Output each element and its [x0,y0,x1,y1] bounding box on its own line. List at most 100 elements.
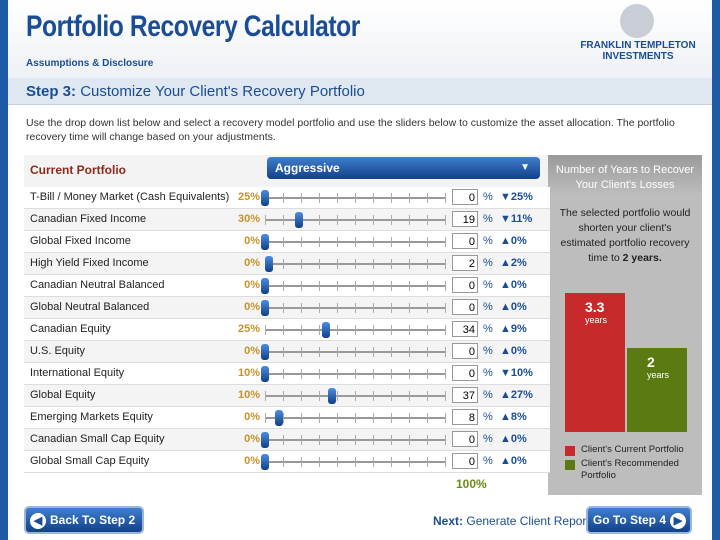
slider-tick [283,391,284,401]
slider-tick [445,369,446,379]
model-dropdown[interactable]: Aggressive ▼ [267,157,540,179]
slider-tick [391,303,392,313]
slider-tick [283,457,284,467]
slider-tick [355,237,356,247]
slider-tick [391,457,392,467]
percent-input[interactable]: 19 [452,211,478,227]
back-button[interactable]: ◀ Back To Step 2 [24,506,144,534]
slider-thumb[interactable] [275,410,284,426]
slider-tick [373,259,374,269]
percent-unit: % [483,235,493,247]
slider-tick [283,369,284,379]
slider-tick [337,369,338,379]
slider-tick [445,259,446,269]
slider-tick [283,281,284,291]
legend-label: Client's Recommended Portfolio [581,458,679,481]
slider-tick [337,237,338,247]
side-text: The selected portfolio would shorten you… [556,206,694,266]
step-bar [8,78,712,105]
percent-unit: % [483,455,493,467]
slider-tick [445,303,446,313]
disclosure-link[interactable]: Assumptions & Disclosure [26,58,154,69]
percent-input[interactable]: 2 [452,255,478,271]
forward-label: Go To Step 4 [592,513,666,527]
asset-name: Canadian Fixed Income [30,213,147,225]
slider-thumb[interactable] [261,432,269,448]
percent-input[interactable]: 0 [452,365,478,381]
slider-tick [391,237,392,247]
percent-unit: % [483,279,493,291]
asset-name: High Yield Fixed Income [30,257,149,269]
change: ▲0% [500,301,527,313]
slider-tick [373,215,374,225]
slider-tick [391,325,392,335]
forward-button[interactable]: Go To Step 4 ▶ [586,506,692,534]
current-percent: 0% [244,301,260,313]
slider-tick [265,391,266,401]
slider-thumb[interactable] [261,300,269,316]
change: ▲2% [500,257,527,269]
slider-thumb[interactable] [261,190,269,206]
slider-thumb[interactable] [261,234,269,250]
change: ▲8% [500,411,527,423]
slider-tick [319,457,320,467]
current-percent: 0% [244,235,260,247]
percent-input[interactable]: 0 [452,233,478,249]
page-title: Portfolio Recovery Calculator [26,10,360,43]
slider-thumb[interactable] [261,278,269,294]
back-label: Back To Step 2 [50,513,136,527]
slider-tick [319,391,320,401]
percent-unit: % [483,411,493,423]
percent-input[interactable]: 8 [452,409,478,425]
slider-thumb[interactable] [264,256,273,272]
slider-tick [427,413,428,423]
change: ▲0% [500,455,527,467]
slider-thumb[interactable] [261,344,269,360]
slider-tick [355,435,356,445]
slider-tick [301,391,302,401]
slider-tick [409,259,410,269]
slider-thumb[interactable] [295,212,304,228]
slider-tick [265,325,266,335]
change: ▲0% [500,279,527,291]
slider-tick [373,237,374,247]
next-link[interactable]: Next: Generate Client Report [433,514,590,528]
percent-input[interactable]: 0 [452,277,478,293]
percent-input[interactable]: 0 [452,343,478,359]
slider-tick [427,457,428,467]
current-percent: 10% [237,367,260,379]
slider-thumb[interactable] [261,454,269,470]
asset-name: Global Fixed Income [30,235,131,247]
percent-input[interactable]: 37 [452,387,478,403]
slider-tick [283,303,284,313]
slider-tick [391,281,392,291]
slider-tick [355,413,356,423]
slider-tick [301,347,302,357]
slider-tick [301,303,302,313]
asset-name: U.S. Equity [30,345,86,357]
slider-tick [337,391,338,401]
logo-emblem [620,4,654,38]
slider-tick [427,391,428,401]
percent-input[interactable]: 0 [452,453,478,469]
slider-tick [355,457,356,467]
slider-tick [337,435,338,445]
percent-input[interactable]: 0 [452,431,478,447]
slider-thumb[interactable] [327,388,336,404]
slider-tick [427,215,428,225]
percent-input[interactable]: 34 [452,321,478,337]
slider-tick [337,347,338,357]
slider-thumb[interactable] [322,322,331,338]
header [8,0,712,78]
percent-input[interactable]: 0 [452,189,478,205]
asset-name: Global Small Cap Equity [30,455,150,467]
slider-thumb[interactable] [261,366,269,382]
instructions: Use the drop down list below and select … [26,117,675,143]
slider-tick [283,237,284,247]
percent-unit: % [483,323,493,335]
percent-unit: % [483,389,493,401]
logo-line: FRANKLIN TEMPLETON [580,40,696,51]
slider-tick [427,259,428,269]
percent-input[interactable]: 0 [452,299,478,315]
